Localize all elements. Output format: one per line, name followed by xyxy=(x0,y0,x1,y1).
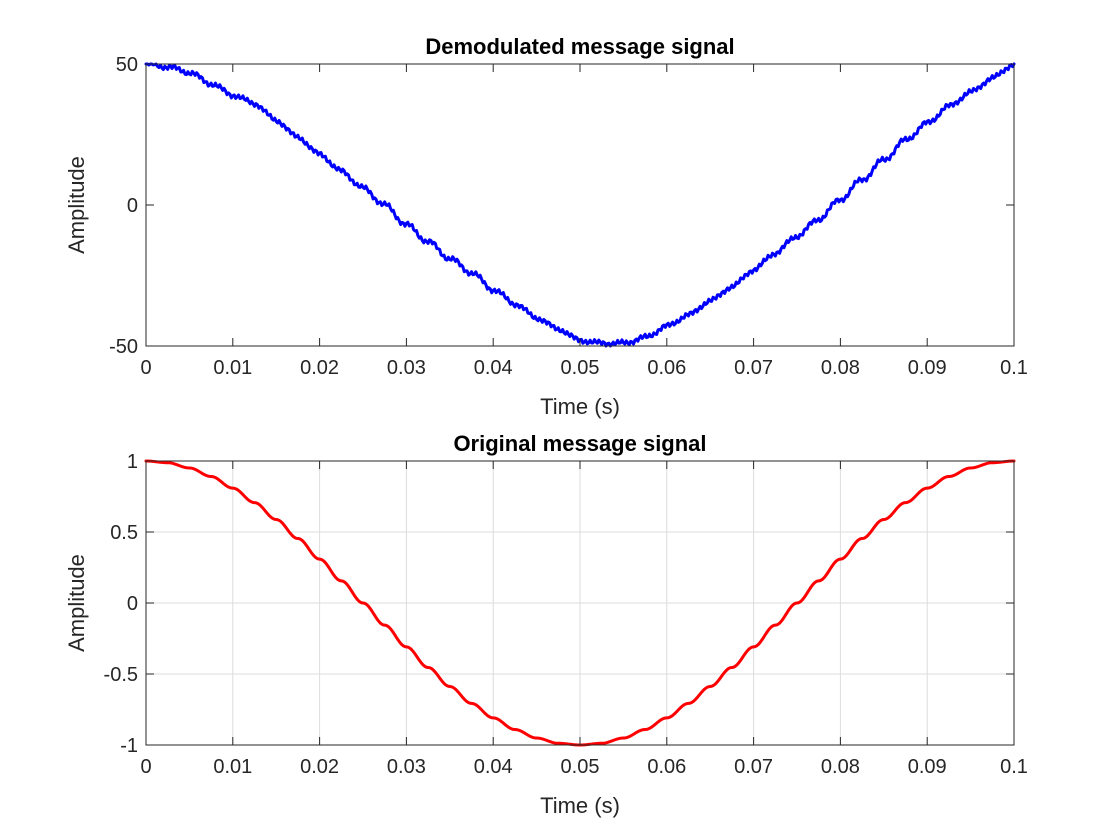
x-tick-label: 0.04 xyxy=(474,756,513,778)
y-tick-label: 1 xyxy=(127,451,138,473)
x-tick-label: 0.01 xyxy=(213,756,252,778)
y-tick-label: 50 xyxy=(116,54,138,76)
demodulated-signal-plot: 0 0.01 0.02 0.03 0.04 0.05 0.06 0.07 0.08 0.09 0.1… xyxy=(64,34,1028,419)
x-tick-label: 0.01 xyxy=(213,357,252,379)
y-tick-label: -1 xyxy=(120,735,138,757)
x-tick-label: 0.03 xyxy=(387,756,426,778)
original-signal-plot: 0 0.01 0.02 0.03 0.04 0.05 0.06 0.07 0.08 0.09 0.1… xyxy=(64,431,1028,818)
x-axis-label: Time (s) xyxy=(540,793,620,818)
chart-title: Demodulated message signal xyxy=(425,34,734,59)
y-axis-label: Amplitude xyxy=(64,156,89,254)
x-tick-label: 0.04 xyxy=(474,357,513,379)
x-tick-label: 0.05 xyxy=(561,357,600,379)
y-tick-label: 0.5 xyxy=(110,522,138,544)
x-tick-label: 0.09 xyxy=(908,756,947,778)
x-tick-label: 0.09 xyxy=(908,357,947,379)
x-tick-label: 0.07 xyxy=(734,756,773,778)
y-tick-label: 0 xyxy=(127,195,138,217)
x-tick-label: 0.02 xyxy=(300,357,339,379)
x-tick-label: 0.03 xyxy=(387,357,426,379)
y-tick-label: -50 xyxy=(109,336,138,358)
x-axis-label: Time (s) xyxy=(540,394,620,419)
chart-title: Original message signal xyxy=(453,431,706,456)
x-tick-label: 0.06 xyxy=(647,357,686,379)
x-tick-label: 0.02 xyxy=(300,756,339,778)
x-tick-label: 0.08 xyxy=(821,357,860,379)
x-tick-label: 0.1 xyxy=(1000,756,1028,778)
x-tick-label: 0.1 xyxy=(1000,357,1028,379)
x-tick-label: 0 xyxy=(140,357,151,379)
x-tick-label: 0.06 xyxy=(647,756,686,778)
y-axis-label: Amplitude xyxy=(64,554,89,652)
x-tick-label: 0.07 xyxy=(734,357,773,379)
y-tick-label: -0.5 xyxy=(104,664,138,686)
x-tick-label: 0 xyxy=(140,756,151,778)
y-tick-label: 0 xyxy=(127,593,138,615)
x-tick-label: 0.08 xyxy=(821,756,860,778)
x-tick-label: 0.05 xyxy=(561,756,600,778)
